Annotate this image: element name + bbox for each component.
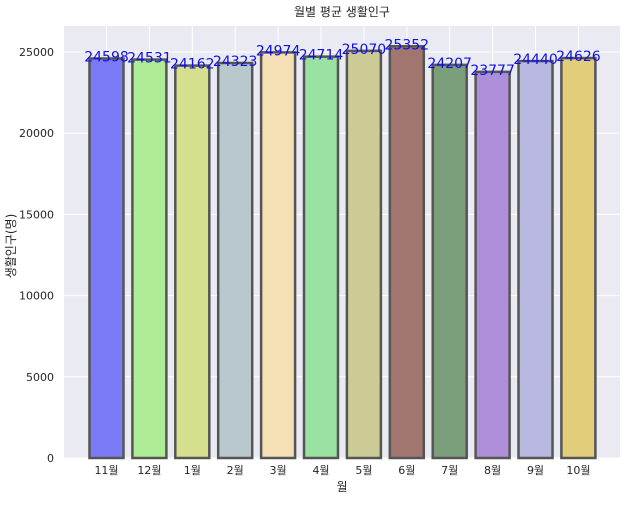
y-axis-label: 생활인구(명) bbox=[4, 214, 18, 279]
y-tick-label: 15000 bbox=[19, 208, 54, 221]
bar-data-label: 23777 bbox=[470, 63, 515, 79]
x-tick-label: 11월 bbox=[94, 464, 118, 477]
x-tick-label: 6월 bbox=[398, 464, 415, 477]
x-axis-label: 월 bbox=[336, 480, 347, 494]
bar bbox=[174, 64, 211, 460]
bar bbox=[474, 70, 511, 460]
bar-data-label: 24974 bbox=[256, 43, 301, 59]
bars bbox=[88, 45, 597, 460]
y-tick-label: 10000 bbox=[19, 290, 54, 303]
bar-data-label: 24323 bbox=[213, 54, 258, 70]
bar-data-label: 24531 bbox=[127, 51, 172, 67]
x-tick-label: 5월 bbox=[355, 464, 372, 477]
bar bbox=[388, 45, 426, 460]
x-tick-label: 3월 bbox=[270, 464, 287, 477]
bar bbox=[216, 61, 254, 460]
bar bbox=[560, 56, 597, 460]
bar bbox=[302, 55, 340, 460]
y-tick-label: 0 bbox=[47, 452, 54, 465]
bar bbox=[88, 57, 125, 460]
bar bbox=[517, 59, 554, 460]
y-tick-label: 20000 bbox=[19, 127, 54, 140]
x-tick-label: 2월 bbox=[227, 464, 244, 477]
bar bbox=[431, 63, 468, 460]
bar bbox=[345, 49, 383, 460]
x-tick-label: 7월 bbox=[441, 464, 458, 477]
bar-data-label: 24440 bbox=[513, 52, 558, 68]
bar-data-label: 24207 bbox=[427, 56, 472, 72]
bar-data-label: 24626 bbox=[556, 49, 601, 65]
bar-data-label: 24714 bbox=[299, 48, 344, 64]
y-tick-label: 5000 bbox=[26, 371, 54, 384]
x-tick-label: 9월 bbox=[527, 464, 544, 477]
bar-data-label: 24162 bbox=[170, 57, 215, 73]
y-tick-label: 25000 bbox=[19, 46, 54, 59]
x-axis-ticks: 11월 12월 1월 2월 3월 4월 5월 6월 7월 8월 9월 10월 bbox=[94, 464, 590, 477]
chart-title: 월별 평균 생활인구 bbox=[294, 5, 390, 19]
x-tick-label: 1월 bbox=[184, 464, 201, 477]
x-tick-label: 4월 bbox=[312, 464, 329, 477]
x-tick-label: 8월 bbox=[484, 464, 501, 477]
bar-data-label: 25070 bbox=[342, 42, 387, 58]
y-axis-ticks: 0 5000 10000 15000 20000 25000 bbox=[19, 46, 54, 465]
x-tick-label: 12월 bbox=[137, 464, 161, 477]
x-tick-label: 10월 bbox=[566, 464, 590, 477]
data-labels: 2459824531241622432324974247142507025352… bbox=[84, 37, 601, 79]
bar-data-label: 25352 bbox=[385, 37, 430, 53]
bar-data-label: 24598 bbox=[84, 50, 129, 66]
bar bbox=[131, 58, 168, 460]
bar bbox=[259, 51, 297, 460]
